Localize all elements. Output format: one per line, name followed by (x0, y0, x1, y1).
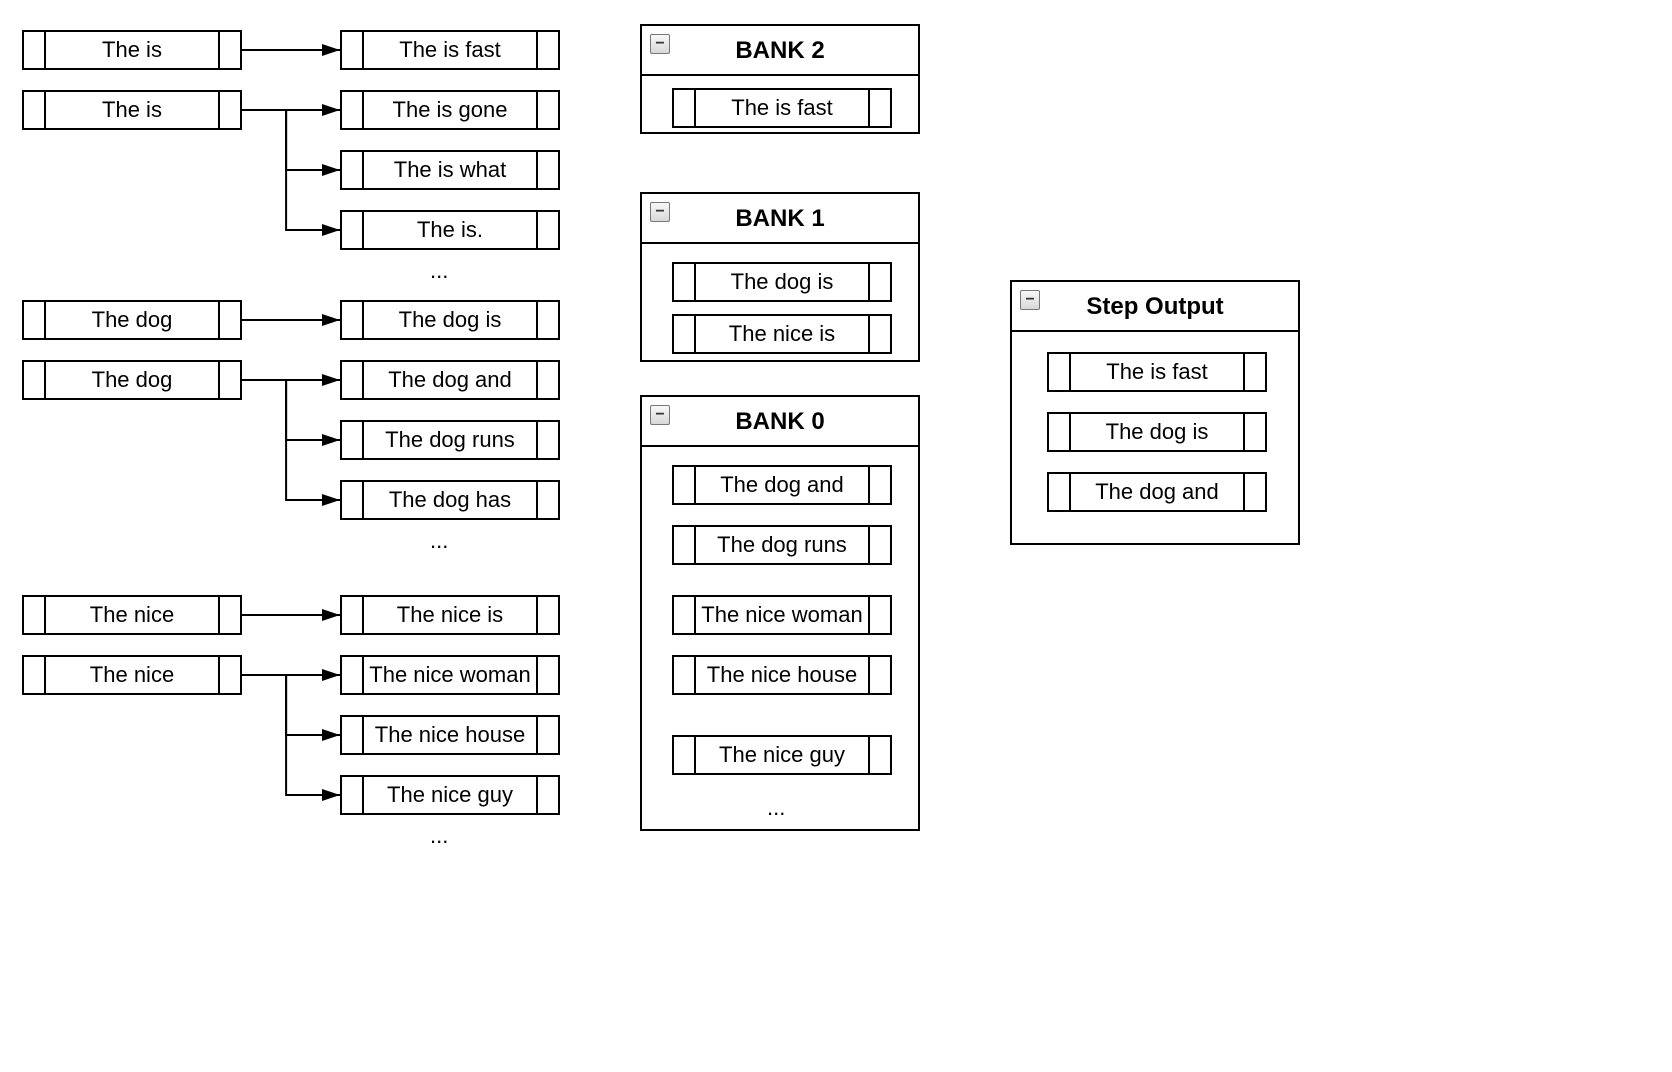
bank-panel-1-title: BANK 1 (735, 205, 824, 232)
target-box-g1-0: The dog is (340, 300, 560, 340)
edge-s1b-t1d (242, 380, 340, 500)
target-box-g1-2: The dog runs (340, 420, 560, 460)
target-box-g0-1: The is gone (340, 90, 560, 130)
target-box-g1-2-label: The dog runs (381, 427, 519, 453)
bank-panel-2-title: BANK 0 (735, 408, 824, 435)
target-box-g2-3-label: The nice guy (383, 782, 517, 808)
step-output-panel-item-2: The dog and (1047, 472, 1267, 512)
source-box-g1-1-label: The dog (88, 367, 177, 393)
edge-s2b-t2c (242, 675, 340, 735)
bank-panel-1-body: The dog is The nice is (642, 244, 918, 362)
bank-panel-1-item-0: The dog is (672, 262, 892, 302)
source-box-g0-1-label: The is (98, 97, 166, 123)
bank-panel-1-item-0-label: The dog is (727, 269, 838, 295)
target-box-g2-1: The nice woman (340, 655, 560, 695)
step-output-panel: − Step Output The is fast The dog is The dog… (1010, 280, 1300, 545)
bank-panel-1: − BANK 1 The dog is The nice is (640, 192, 920, 362)
bank-panel-2: − BANK 0 The dog and The dog runs The nice w… (640, 395, 920, 831)
step-output-panel-title: Step Output (1086, 293, 1223, 320)
bank-panel-2-item-0: The dog and (672, 465, 892, 505)
collapse-icon[interactable]: − (650, 202, 670, 222)
step-output-panel-body: The is fast The dog is The dog and (1012, 332, 1298, 545)
group-ellipsis-2: ... (430, 823, 448, 849)
bank-panel-2-item-2-label: The nice woman (697, 602, 866, 628)
bank-panel-2-item-4: The nice guy (672, 735, 892, 775)
bank-panel-0: − BANK 2 The is fast (640, 24, 920, 134)
step-output-panel-item-2-label: The dog and (1091, 479, 1223, 505)
source-box-g0-1: The is (22, 90, 242, 130)
target-box-g0-2: The is what (340, 150, 560, 190)
bank-panel-0-title: BANK 2 (735, 37, 824, 64)
edge-s1b-t1c (242, 380, 340, 440)
bank-panel-0-header: − BANK 2 (642, 26, 918, 76)
target-box-g2-1-label: The nice woman (365, 662, 534, 688)
source-box-g2-1-label: The nice (86, 662, 178, 688)
edge-s2b-t2d (242, 675, 340, 795)
target-box-g0-2-label: The is what (390, 157, 511, 183)
bank-panel-1-header: − BANK 1 (642, 194, 918, 244)
bank-panel-2-item-3: The nice house (672, 655, 892, 695)
collapse-icon[interactable]: − (650, 34, 670, 54)
group-ellipsis-1: ... (430, 528, 448, 554)
bank-panel-2-item-1: The dog runs (672, 525, 892, 565)
bank-panel-0-item-0-label: The is fast (727, 95, 836, 121)
bank-panel-2-item-2: The nice woman (672, 595, 892, 635)
source-box-g1-0-label: The dog (88, 307, 177, 333)
step-output-panel-item-0-label: The is fast (1102, 359, 1211, 385)
collapse-icon[interactable]: − (1020, 290, 1040, 310)
target-box-g2-2-label: The nice house (371, 722, 529, 748)
source-box-g2-0-label: The nice (86, 602, 178, 628)
source-box-g0-0-label: The is (98, 37, 166, 63)
bank-panel-2-ellipsis: ... (767, 795, 785, 821)
target-box-g1-0-label: The dog is (395, 307, 506, 333)
target-box-g2-0: The nice is (340, 595, 560, 635)
bank-panel-2-item-1-label: The dog runs (713, 532, 851, 558)
bank-panel-2-item-3-label: The nice house (703, 662, 861, 688)
step-output-panel-item-1: The dog is (1047, 412, 1267, 452)
bank-panel-0-body: The is fast (642, 76, 918, 134)
step-output-panel-item-1-label: The dog is (1102, 419, 1213, 445)
target-box-g1-3: The dog has (340, 480, 560, 520)
source-box-g0-0: The is (22, 30, 242, 70)
target-box-g1-1-label: The dog and (384, 367, 516, 393)
edge-s0b-t0c (242, 110, 340, 170)
target-box-g1-3-label: The dog has (385, 487, 515, 513)
target-box-g0-0: The is fast (340, 30, 560, 70)
target-box-g0-3: The is. (340, 210, 560, 250)
bank-panel-1-item-1: The nice is (672, 314, 892, 354)
bank-panel-2-header: − BANK 0 (642, 397, 918, 447)
step-output-panel-item-0: The is fast (1047, 352, 1267, 392)
target-box-g2-2: The nice house (340, 715, 560, 755)
edge-s0b-t0d (242, 110, 340, 230)
source-box-g1-1: The dog (22, 360, 242, 400)
source-box-g1-0: The dog (22, 300, 242, 340)
target-box-g2-3: The nice guy (340, 775, 560, 815)
source-box-g2-1: The nice (22, 655, 242, 695)
target-box-g1-1: The dog and (340, 360, 560, 400)
bank-panel-2-item-0-label: The dog and (716, 472, 848, 498)
group-ellipsis-0: ... (430, 258, 448, 284)
bank-panel-2-item-4-label: The nice guy (715, 742, 849, 768)
bank-panel-0-item-0: The is fast (672, 88, 892, 128)
collapse-icon[interactable]: − (650, 405, 670, 425)
bank-panel-1-item-1-label: The nice is (725, 321, 839, 347)
bank-panel-2-body: The dog and The dog runs The nice woman The… (642, 447, 918, 831)
target-box-g0-0-label: The is fast (395, 37, 504, 63)
target-box-g2-0-label: The nice is (393, 602, 507, 628)
target-box-g0-1-label: The is gone (389, 97, 512, 123)
step-output-panel-header: − Step Output (1012, 282, 1298, 332)
target-box-g0-3-label: The is. (413, 217, 487, 243)
source-box-g2-0: The nice (22, 595, 242, 635)
